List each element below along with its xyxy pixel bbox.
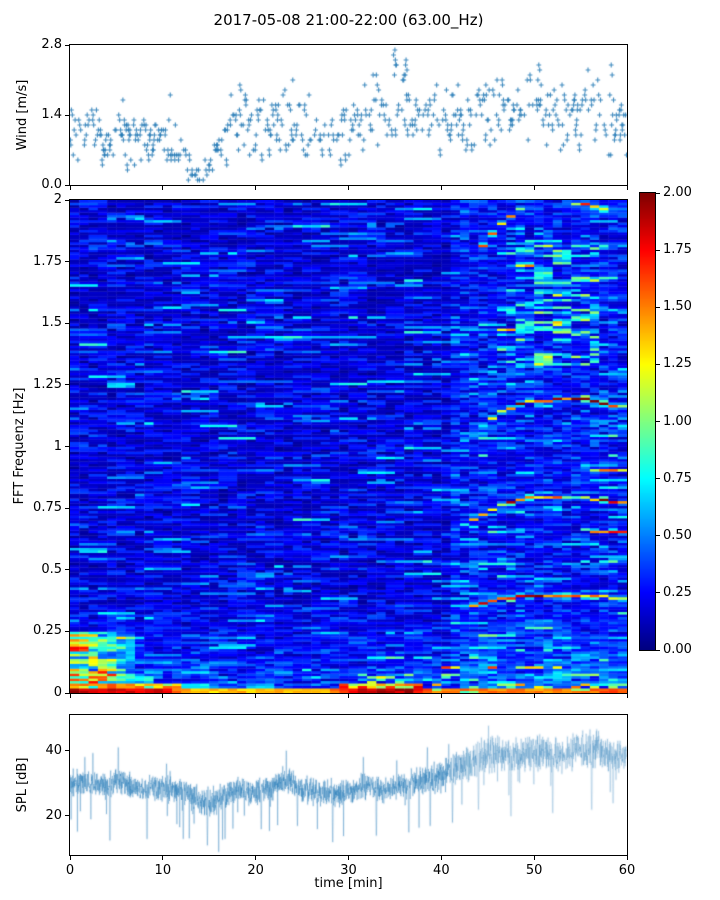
x-tick-mark <box>69 186 71 190</box>
y-tick-label: 1.75 <box>33 253 62 269</box>
x-tick-mark <box>255 694 257 698</box>
x-tick-mark <box>440 856 442 860</box>
x-tick-label: 50 <box>525 863 543 878</box>
y-tick-label: 1.4 <box>41 107 62 122</box>
x-tick-mark <box>626 186 628 190</box>
colorbar-tick-label: 1.00 <box>663 413 692 429</box>
colorbar <box>639 192 656 651</box>
y-tick-label: 1 <box>53 438 62 454</box>
colorbar-tick-mark <box>656 421 660 422</box>
x-tick-mark <box>533 186 535 190</box>
y-tick-label: 2 <box>53 192 62 207</box>
spectrogram-axes <box>69 199 628 694</box>
x-tick-mark <box>348 694 349 698</box>
x-tick-mark <box>69 856 71 860</box>
x-tick-mark <box>162 186 164 190</box>
colorbar-tick-label: 1.50 <box>663 299 692 315</box>
wind-scatter-canvas <box>70 45 627 185</box>
x-tick-label: 10 <box>154 863 172 878</box>
y-tick-mark <box>65 261 69 263</box>
y-tick-label: 1.5 <box>41 315 62 331</box>
y-tick-mark <box>65 750 69 752</box>
x-tick-mark <box>255 856 257 860</box>
spl-axes <box>69 714 628 856</box>
colorbar-tick-label: 2.00 <box>663 185 692 200</box>
y-tick-label: 40 <box>45 742 62 758</box>
colorbar-canvas <box>640 193 655 650</box>
chart-title: 2017-05-08 21:00-22:00 (63.00_Hz) <box>213 11 484 29</box>
y-tick-label: 1.25 <box>33 376 62 392</box>
x-tick-mark <box>348 186 349 190</box>
colorbar-tick-mark <box>656 478 660 480</box>
colorbar-tick-label: 0.75 <box>663 470 692 486</box>
colorbar-tick-label: 1.75 <box>663 242 692 258</box>
y-tick-mark <box>65 114 69 116</box>
y-tick-label: 0.75 <box>33 500 62 516</box>
x-tick-mark <box>69 694 71 698</box>
y-tick-mark <box>65 692 69 694</box>
x-tick-mark <box>440 186 442 190</box>
y-tick-mark <box>65 630 69 632</box>
x-tick-mark <box>162 856 164 860</box>
colorbar-tick-label: 0.00 <box>663 642 692 657</box>
y-tick-label: 0 <box>53 685 62 700</box>
colorbar-tick-label: 1.25 <box>663 356 692 372</box>
colorbar-tick-label: 0.25 <box>663 584 692 600</box>
x-tick-mark <box>533 694 535 698</box>
y-tick-mark <box>65 199 69 201</box>
x-axis-label: time [min] <box>314 876 383 891</box>
x-tick-mark <box>255 186 257 190</box>
colorbar-tick-mark <box>656 249 660 251</box>
x-tick-mark <box>626 856 628 860</box>
y-tick-mark <box>65 446 69 447</box>
y-tick-mark <box>65 815 69 817</box>
y-tick-mark <box>65 384 69 386</box>
spl-y-axis-label: SPL [dB] <box>15 757 30 813</box>
colorbar-tick-mark <box>656 363 660 365</box>
y-tick-label: 0.25 <box>33 623 62 639</box>
x-tick-mark <box>626 694 628 698</box>
y-tick-label: 20 <box>45 807 62 823</box>
x-tick-label: 20 <box>247 863 264 878</box>
y-tick-mark <box>65 569 69 571</box>
colorbar-tick-mark <box>656 306 660 308</box>
x-tick-label: 0 <box>65 863 75 878</box>
x-tick-label: 30 <box>340 863 357 878</box>
x-tick-mark <box>162 694 164 698</box>
y-tick-mark <box>65 184 69 186</box>
x-tick-label: 40 <box>433 863 450 878</box>
y-tick-mark <box>65 507 69 509</box>
spectrogram-canvas <box>70 200 627 693</box>
y-tick-mark <box>65 44 69 46</box>
colorbar-tick-mark <box>656 592 660 594</box>
colorbar-tick-mark <box>656 649 660 651</box>
colorbar-tick-label: 0.50 <box>663 527 692 543</box>
x-tick-label: 60 <box>618 863 636 878</box>
colorbar-tick-mark <box>656 192 660 194</box>
y-tick-label: 0.5 <box>41 561 62 577</box>
y-tick-label: 0.0 <box>41 177 62 192</box>
x-tick-mark <box>348 856 349 860</box>
spl-line-canvas <box>70 715 627 855</box>
wind-axes <box>69 44 628 186</box>
y-tick-mark <box>65 322 69 324</box>
x-tick-mark <box>440 694 442 698</box>
x-tick-mark <box>533 856 535 860</box>
y-tick-label: 2.8 <box>41 37 62 52</box>
colorbar-tick-mark <box>656 535 660 537</box>
